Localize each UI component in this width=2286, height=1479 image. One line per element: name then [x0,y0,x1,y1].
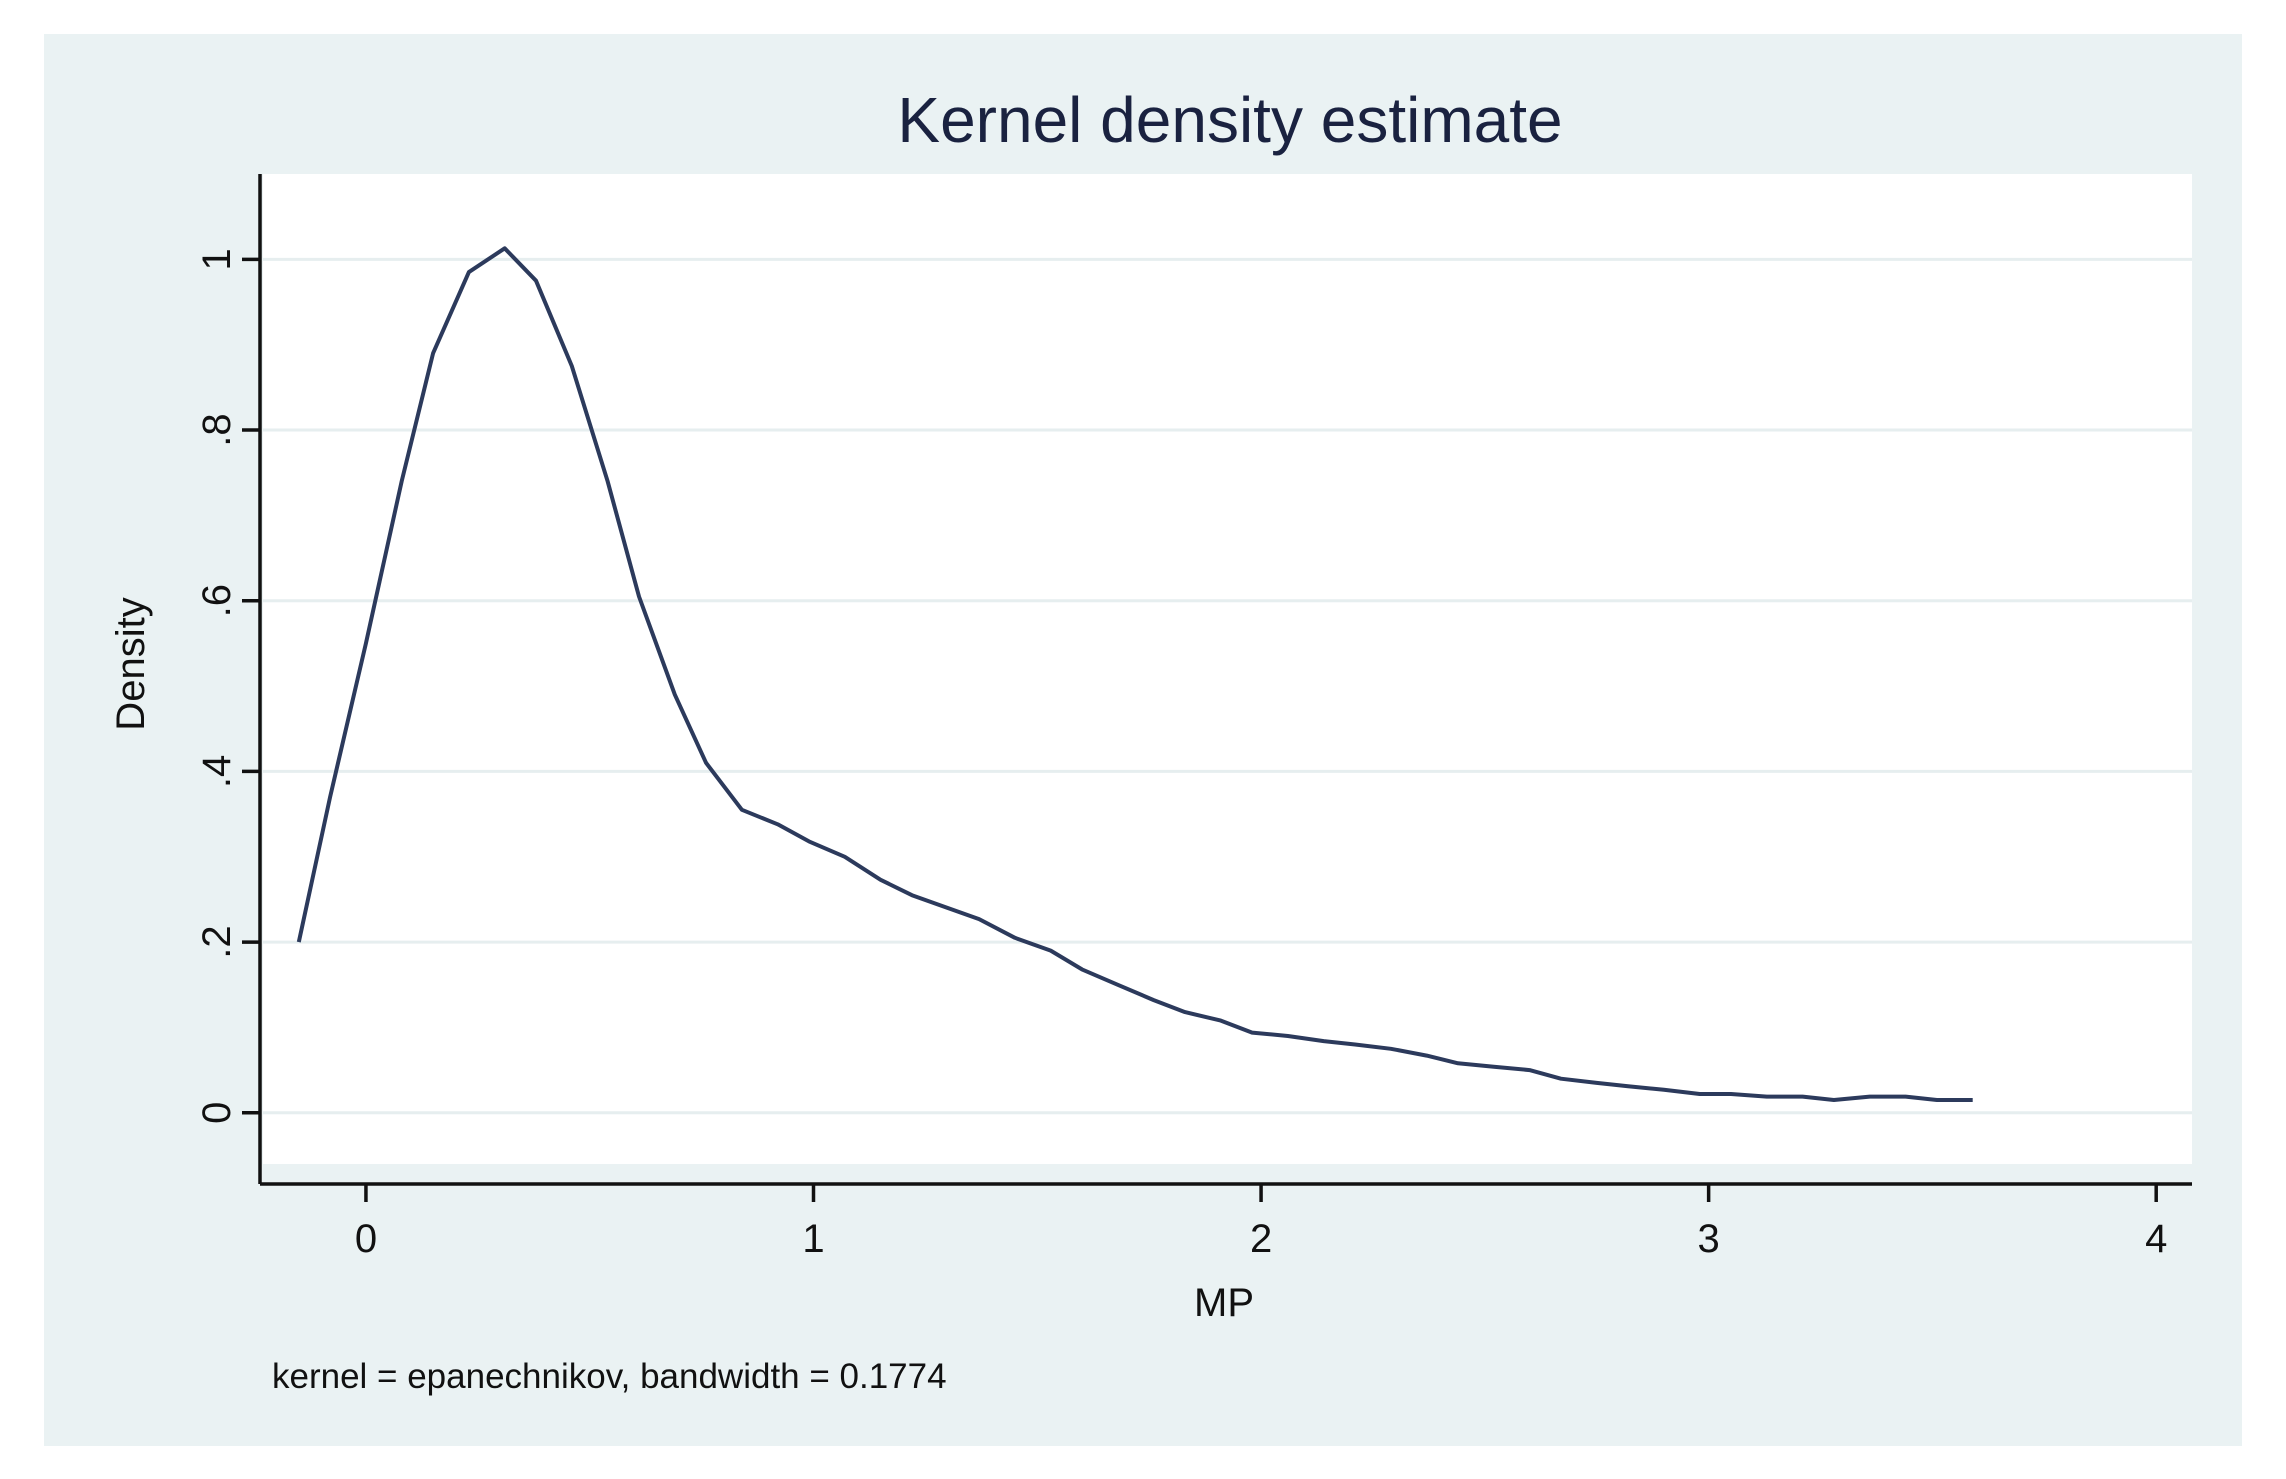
density-line [296,246,1973,1102]
y-tick-label-2: .4 [195,755,239,788]
x-tick-label-2: 2 [1250,1217,1272,1261]
y-tick-label-1: .2 [195,925,239,958]
y-tick-label-0: 0 [195,1102,239,1124]
x-tick-label-3: 3 [1698,1217,1720,1261]
y-tick-label-4: .8 [195,413,239,446]
x-tick-label-1: 1 [802,1217,824,1261]
x-tick-label-0: 0 [355,1217,377,1261]
x-tick-labels: 0 1 2 3 4 [355,1217,2168,1261]
chart: Kernel density estimate 0 .2 .4 .6 .8 1 0 1 2 3 4… [109,84,2192,1396]
chart-title: Kernel density estimate [897,84,1562,156]
x-axis-label: MP [1194,1281,1254,1325]
y-tick-labels: 0 .2 .4 .6 .8 1 [195,248,239,1124]
y-axis-label: Density [109,597,153,730]
plot-area [263,174,2192,1164]
chart-frame: Kernel density estimate 0 .2 .4 .6 .8 1 0 1 2 3 4… [44,34,2242,1446]
density-line-group [296,246,1973,1102]
kernel-note: kernel = epanechnikov, bandwidth = 0.177… [272,1357,947,1396]
y-tick-label-5: 1 [195,248,239,270]
grid-lines [263,257,2192,1115]
y-tick-label-3: .6 [195,584,239,617]
x-tick-label-4: 4 [2145,1217,2167,1261]
axes [242,174,2192,1202]
